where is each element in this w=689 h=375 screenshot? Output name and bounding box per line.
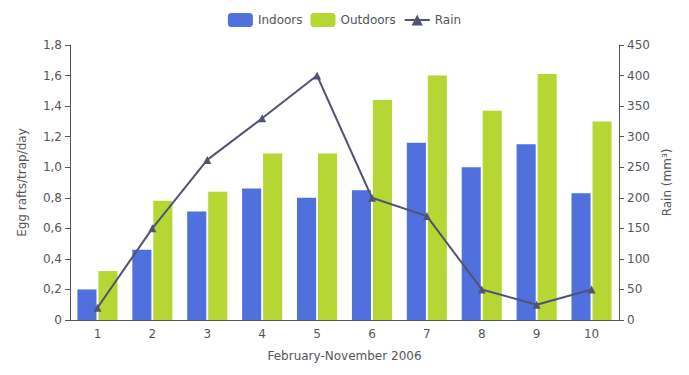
svg-text:1,0: 1,0: [43, 160, 62, 174]
svg-text:200: 200: [627, 191, 650, 205]
svg-text:Outdoors: Outdoors: [341, 13, 396, 27]
svg-text:400: 400: [627, 69, 650, 83]
svg-text:6: 6: [368, 327, 376, 341]
svg-text:2: 2: [149, 327, 157, 341]
svg-text:8: 8: [478, 327, 486, 341]
svg-text:4: 4: [258, 327, 266, 341]
svg-text:Egg rafts/trap/day: Egg rafts/trap/day: [15, 128, 29, 237]
svg-text:Rain: Rain: [435, 13, 461, 27]
svg-text:0,8: 0,8: [43, 191, 62, 205]
svg-text:100: 100: [627, 252, 650, 266]
svg-text:0: 0: [627, 313, 635, 327]
svg-text:0,4: 0,4: [43, 252, 62, 266]
svg-text:7: 7: [423, 327, 431, 341]
svg-text:February-November 2006: February-November 2006: [267, 349, 421, 363]
svg-text:1,2: 1,2: [43, 130, 62, 144]
svg-text:0,6: 0,6: [43, 221, 62, 235]
svg-text:300: 300: [627, 130, 650, 144]
svg-text:150: 150: [627, 221, 650, 235]
svg-text:350: 350: [627, 99, 650, 113]
svg-text:1,6: 1,6: [43, 69, 62, 83]
svg-text:0: 0: [54, 313, 62, 327]
svg-text:450: 450: [627, 38, 650, 52]
svg-text:9: 9: [533, 327, 541, 341]
svg-text:Indoors: Indoors: [258, 13, 303, 27]
svg-text:10: 10: [584, 327, 599, 341]
svg-text:1,8: 1,8: [43, 38, 62, 52]
svg-text:1,4: 1,4: [43, 99, 62, 113]
svg-text:250: 250: [627, 160, 650, 174]
svg-text:1: 1: [94, 327, 102, 341]
svg-text:5: 5: [313, 327, 321, 341]
svg-text:50: 50: [627, 282, 642, 296]
svg-text:Rain (mm³): Rain (mm³): [660, 149, 674, 217]
svg-text:0,2: 0,2: [43, 282, 62, 296]
svg-text:3: 3: [203, 327, 211, 341]
